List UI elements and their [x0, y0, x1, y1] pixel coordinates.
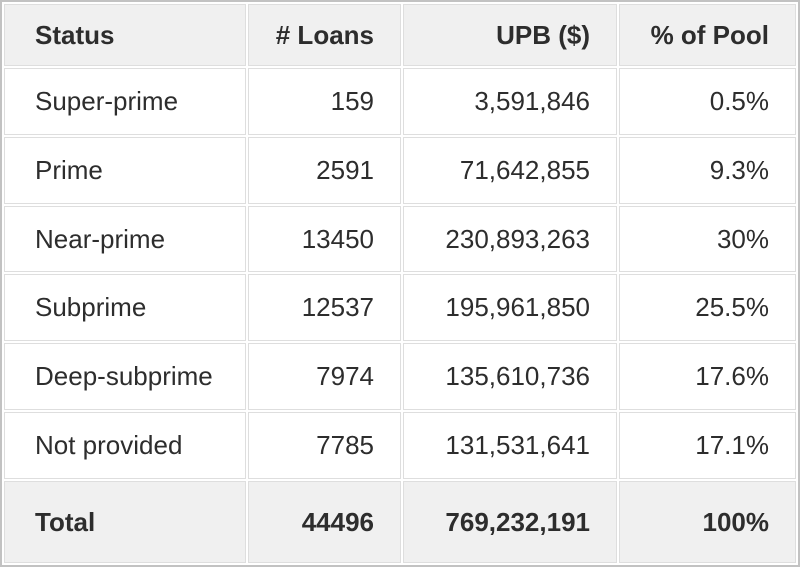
status-cell: Super-prime: [4, 68, 246, 135]
loans-cell: 13450: [248, 205, 401, 273]
loans-cell: 7974: [248, 343, 401, 411]
table-row: Deep-subprime 7974 135,610,736 17.6%: [4, 343, 796, 411]
upb-cell: 135,610,736: [403, 343, 617, 411]
loans-cell: 12537: [248, 274, 401, 342]
table-row: Subprime 12537 195,961,850 25.5%: [4, 274, 796, 342]
total-pool-pct-cell: 100%: [619, 481, 796, 563]
loans-cell: 2591: [248, 136, 401, 204]
table-row: Super-prime 159 3,591,846 0.5%: [4, 68, 796, 135]
table-body: Super-prime 159 3,591,846 0.5% Prime 259…: [4, 68, 796, 479]
col-header-pool-pct: % of Pool: [619, 4, 796, 66]
upb-cell: 131,531,641: [403, 412, 617, 479]
pool-pct-cell: 17.1%: [619, 412, 796, 479]
col-header-upb: UPB ($): [403, 4, 617, 66]
status-cell: Deep-subprime: [4, 343, 246, 411]
loans-cell: 7785: [248, 412, 401, 479]
total-loans-cell: 44496: [248, 481, 401, 563]
table-row: Prime 2591 71,642,855 9.3%: [4, 136, 796, 204]
col-header-loans: # Loans: [248, 4, 401, 66]
header-row: Status # Loans UPB ($) % of Pool: [4, 4, 796, 66]
upb-cell: 3,591,846: [403, 68, 617, 135]
status-cell: Prime: [4, 136, 246, 204]
total-row: Total 44496 769,232,191 100%: [4, 481, 796, 563]
loans-cell: 159: [248, 68, 401, 135]
total-upb-cell: 769,232,191: [403, 481, 617, 563]
status-cell: Not provided: [4, 412, 246, 479]
status-cell: Near-prime: [4, 205, 246, 273]
upb-cell: 230,893,263: [403, 205, 617, 273]
pool-pct-cell: 17.6%: [619, 343, 796, 411]
table-row: Not provided 7785 131,531,641 17.1%: [4, 412, 796, 479]
status-cell: Subprime: [4, 274, 246, 342]
pool-pct-cell: 0.5%: [619, 68, 796, 135]
col-header-status: Status: [4, 4, 246, 66]
upb-cell: 195,961,850: [403, 274, 617, 342]
pool-pct-cell: 30%: [619, 205, 796, 273]
upb-cell: 71,642,855: [403, 136, 617, 204]
pool-pct-cell: 9.3%: [619, 136, 796, 204]
table-row: Near-prime 13450 230,893,263 30%: [4, 205, 796, 273]
total-label-cell: Total: [4, 481, 246, 563]
pool-pct-cell: 25.5%: [619, 274, 796, 342]
